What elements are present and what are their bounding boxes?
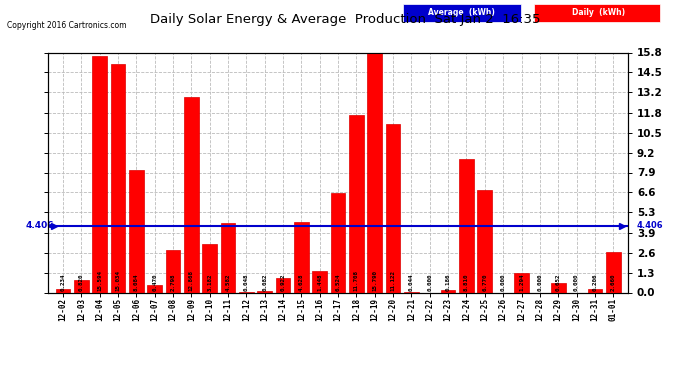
Text: 0.652: 0.652	[555, 274, 561, 291]
Text: Copyright 2016 Cartronics.com: Copyright 2016 Cartronics.com	[7, 21, 126, 30]
FancyBboxPatch shape	[534, 4, 660, 22]
Bar	[368, 53, 382, 292]
Text: 2.660: 2.660	[611, 274, 615, 291]
Text: 0.470: 0.470	[152, 274, 157, 291]
Bar	[459, 159, 474, 292]
Text: 4.406: 4.406	[637, 221, 663, 230]
Bar	[166, 250, 180, 292]
Bar	[441, 290, 455, 292]
Bar	[276, 279, 290, 292]
Bar	[606, 252, 620, 292]
Text: Daily  (kWh): Daily (kWh)	[571, 9, 624, 17]
Text: 0.048: 0.048	[244, 274, 249, 291]
Text: 4.628: 4.628	[299, 274, 304, 291]
Bar	[313, 270, 327, 292]
Text: 4.582: 4.582	[226, 274, 230, 291]
Bar	[331, 194, 346, 292]
Bar	[221, 223, 235, 292]
Text: 4.406: 4.406	[26, 221, 54, 230]
Text: 15.790: 15.790	[373, 270, 377, 291]
Bar	[74, 280, 88, 292]
Text: 15.034: 15.034	[115, 270, 121, 291]
Bar	[477, 190, 492, 292]
Text: 8.810: 8.810	[464, 274, 469, 291]
Text: 0.000: 0.000	[427, 274, 433, 291]
Bar	[294, 222, 308, 292]
Text: Daily Solar Energy & Average  Production  Sat Jan 2  16:35: Daily Solar Energy & Average Production …	[150, 13, 540, 26]
Text: 11.122: 11.122	[391, 270, 395, 291]
Text: 12.868: 12.868	[189, 270, 194, 291]
Text: Average  (kWh): Average (kWh)	[428, 9, 495, 17]
Text: 0.044: 0.044	[409, 274, 414, 291]
Bar	[386, 123, 400, 292]
Bar	[588, 290, 602, 292]
Bar	[184, 97, 199, 292]
Bar	[56, 289, 70, 292]
Text: 1.448: 1.448	[317, 274, 322, 291]
Bar	[202, 244, 217, 292]
Text: 11.708: 11.708	[354, 270, 359, 291]
Text: 0.000: 0.000	[538, 274, 542, 291]
Bar	[148, 285, 162, 292]
Text: 0.082: 0.082	[262, 274, 267, 291]
Bar	[551, 283, 566, 292]
Text: 6.770: 6.770	[482, 274, 487, 291]
Bar	[257, 291, 272, 292]
Text: 0.820: 0.820	[79, 274, 83, 291]
Text: 3.182: 3.182	[207, 274, 213, 291]
Text: 6.524: 6.524	[335, 274, 341, 291]
Text: 0.000: 0.000	[574, 274, 579, 291]
Text: 0.186: 0.186	[446, 274, 451, 291]
Text: 0.234: 0.234	[61, 274, 66, 291]
Bar	[129, 170, 144, 292]
Text: 0.922: 0.922	[281, 274, 286, 291]
Bar	[92, 56, 107, 292]
FancyBboxPatch shape	[403, 4, 521, 22]
Text: 0.000: 0.000	[501, 274, 506, 291]
Text: 2.798: 2.798	[170, 274, 175, 291]
Text: 8.084: 8.084	[134, 274, 139, 291]
Text: 0.206: 0.206	[593, 274, 598, 291]
Text: 1.294: 1.294	[519, 274, 524, 291]
Bar	[110, 64, 126, 292]
Bar	[349, 115, 364, 292]
Text: 15.594: 15.594	[97, 270, 102, 291]
Bar	[514, 273, 529, 292]
